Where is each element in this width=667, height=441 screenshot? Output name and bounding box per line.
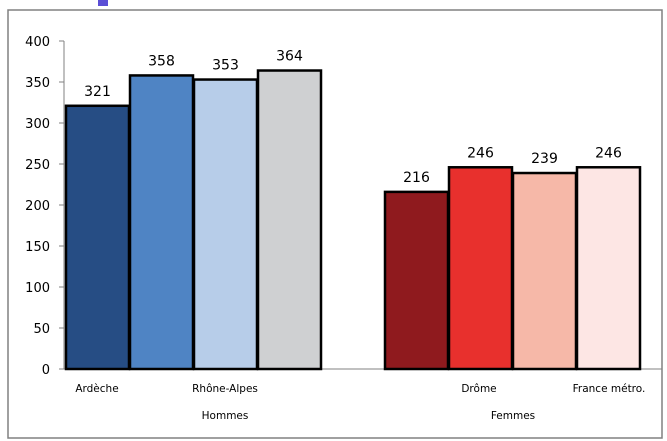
data-label: 239 (531, 151, 558, 167)
y-tick-label: 250 (25, 158, 50, 173)
group-label-femmes: Femmes (491, 410, 535, 422)
bar-femmes-4 (575, 166, 642, 371)
y-tick-label: 50 (33, 322, 50, 337)
y-axis-group: 0 50 100 150 200 250 300 350 400 (25, 35, 662, 378)
labels-group: 321 358 353 364 216 246 239 246 Ardèche Rhône-Alp… (75, 49, 645, 422)
category-label-drome: Drôme (461, 383, 496, 395)
bar-hommes-4 (256, 69, 323, 371)
chart-border (7, 9, 663, 439)
category-label-france-metro: France métro. (573, 383, 646, 395)
bar-hommes-3 (192, 78, 259, 371)
data-label: 353 (212, 58, 239, 74)
category-label-rhone-alpes: Rhône-Alpes (192, 383, 258, 395)
data-label: 358 (148, 53, 175, 69)
y-tick-label: 350 (25, 76, 50, 91)
y-tick-label: 100 (25, 281, 50, 296)
data-label: 246 (595, 145, 622, 161)
data-label: 321 (84, 84, 111, 100)
data-label: 246 (467, 145, 494, 161)
y-tick-label: 0 (42, 363, 50, 378)
bar-hommes-1 (64, 104, 131, 371)
data-label: 364 (276, 49, 303, 65)
y-tick-label: 400 (25, 35, 50, 50)
bars-group (64, 69, 642, 371)
bar-femmes-1 (383, 190, 450, 371)
category-label-ardeche: Ardèche (75, 383, 118, 395)
y-tick-label: 150 (25, 240, 50, 255)
bar-hommes-2 (128, 74, 195, 371)
cropped-heading-fragment (98, 0, 108, 6)
bar-femmes-2 (447, 166, 514, 371)
data-label: 216 (403, 170, 430, 186)
group-label-hommes: Hommes (202, 410, 249, 422)
y-tick-label: 300 (25, 117, 50, 132)
y-tick-label: 200 (25, 199, 50, 214)
bar-femmes-3 (511, 171, 578, 371)
